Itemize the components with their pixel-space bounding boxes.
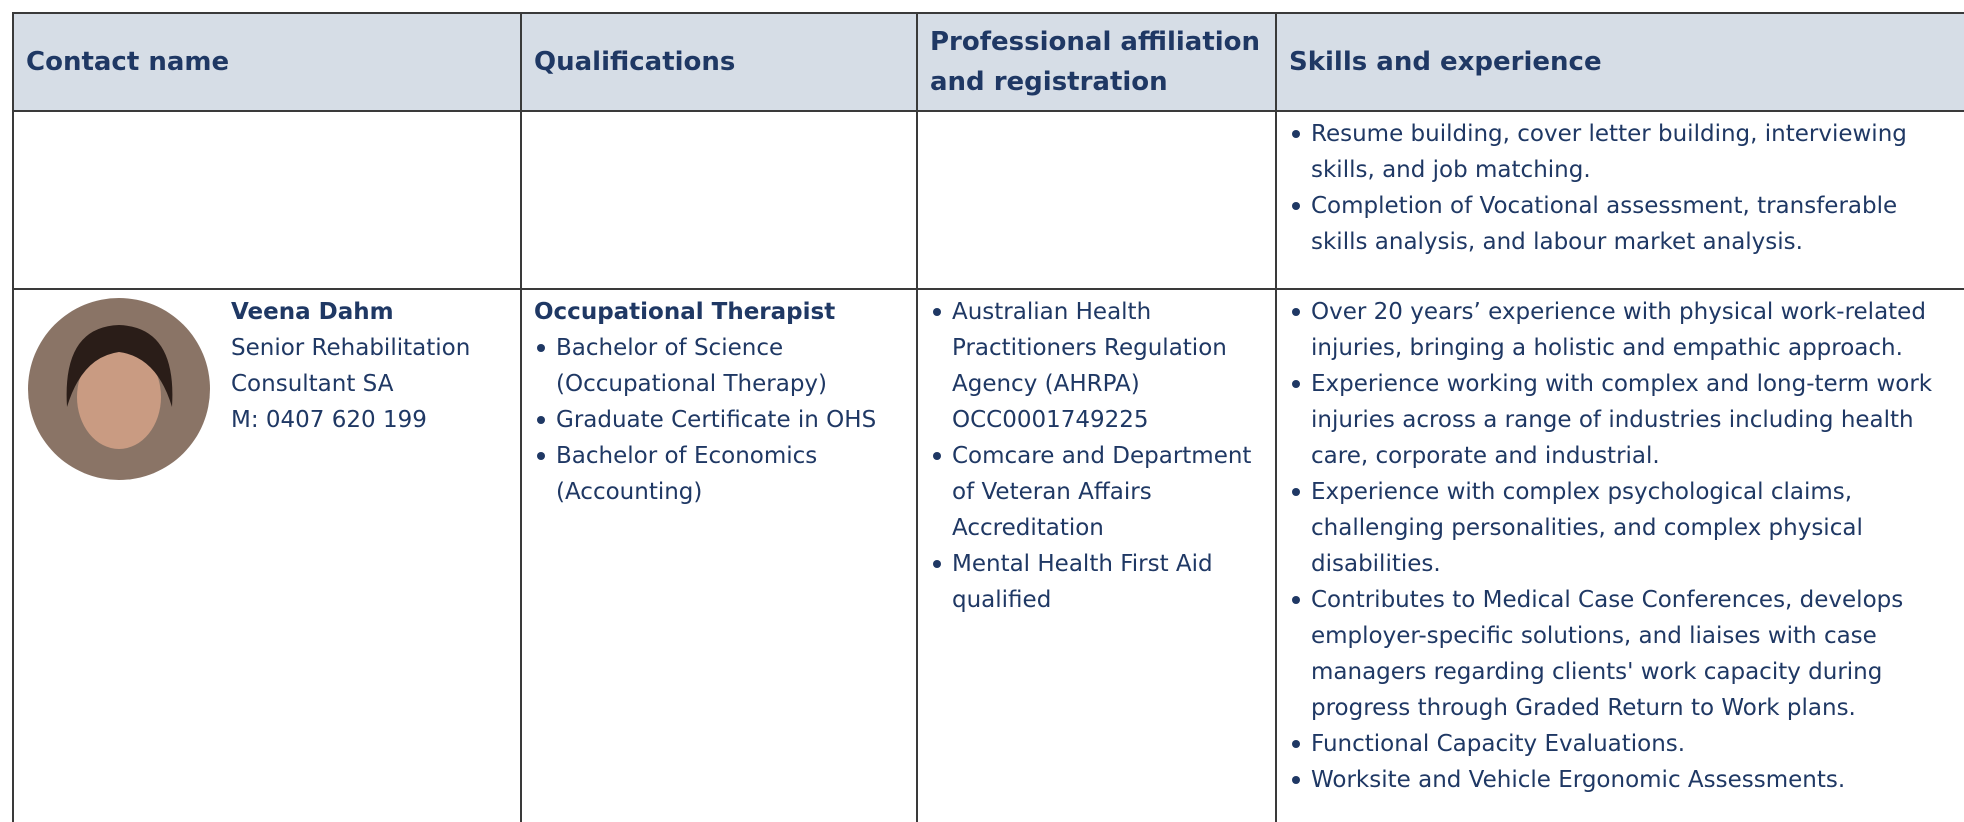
- list-item: Completion of Vocational assessment, tra…: [1289, 188, 1953, 260]
- cell: Veena Dahm Senior Rehabilitation Consult…: [12, 288, 522, 822]
- cell: Resume building, cover letter building, …: [1275, 110, 1964, 290]
- header-cell: Qualifications: [520, 12, 918, 112]
- cell: [916, 110, 1277, 290]
- list-item: Experience working with complex and long…: [1289, 366, 1953, 474]
- list-item: Comcare and Department of Veteran Affair…: [930, 438, 1263, 546]
- contact-phone: M: 0407 620 199: [231, 407, 427, 433]
- contact-name: Veena Dahm: [231, 299, 394, 325]
- header-text: Contact name: [26, 47, 230, 77]
- header-cell: Skills and experience: [1275, 12, 1964, 112]
- face: [77, 345, 161, 449]
- list-item: Bachelor of Science (Occupational Therap…: [534, 330, 904, 402]
- cell: [520, 110, 918, 290]
- affiliations-list: Australian Health Practitioners Regulati…: [930, 294, 1263, 618]
- qualifications-list: Bachelor of Science (Occupational Therap…: [534, 330, 904, 510]
- contact-role: Senior Rehabilitation Consultant SA: [231, 335, 471, 397]
- list-item: Worksite and Vehicle Ergonomic Assessmen…: [1289, 762, 1953, 798]
- qualification-title: Occupational Therapist: [534, 299, 836, 325]
- photo: [28, 298, 210, 480]
- header-cell: Contact name: [12, 12, 522, 112]
- cell: [12, 110, 522, 290]
- header-text: Professional affiliation and registratio…: [930, 27, 1261, 97]
- contact: Veena Dahm Senior Rehabilitation Consult…: [231, 294, 520, 438]
- cell: Occupational Therapist Bachelor of Scien…: [520, 288, 918, 822]
- skills-list: Over 20 years’ experience with physical …: [1289, 294, 1953, 798]
- cell: Over 20 years’ experience with physical …: [1275, 288, 1964, 822]
- hair: [66, 325, 173, 407]
- list-item: Functional Capacity Evaluations.: [1289, 726, 1953, 762]
- list-item: Over 20 years’ experience with physical …: [1289, 294, 1953, 366]
- list-item: Graduate Certificate in OHS: [534, 402, 904, 438]
- header-text: Skills and experience: [1289, 47, 1602, 77]
- list-item: Australian Health Practitioners Regulati…: [930, 294, 1263, 438]
- header-text: Qualifications: [534, 47, 736, 77]
- list-item: Bachelor of Economics (Accounting): [534, 438, 904, 510]
- header-cell: Professional affiliation and registratio…: [916, 12, 1277, 112]
- list-item: Contributes to Medical Case Conferences,…: [1289, 582, 1953, 726]
- skills-list: Resume building, cover letter building, …: [1289, 116, 1953, 260]
- cell: Australian Health Practitioners Regulati…: [916, 288, 1277, 822]
- list-item: Resume building, cover letter building, …: [1289, 116, 1953, 188]
- list-item: Experience with complex psychological cl…: [1289, 474, 1953, 582]
- list-item: Mental Health First Aid qualified: [930, 546, 1263, 618]
